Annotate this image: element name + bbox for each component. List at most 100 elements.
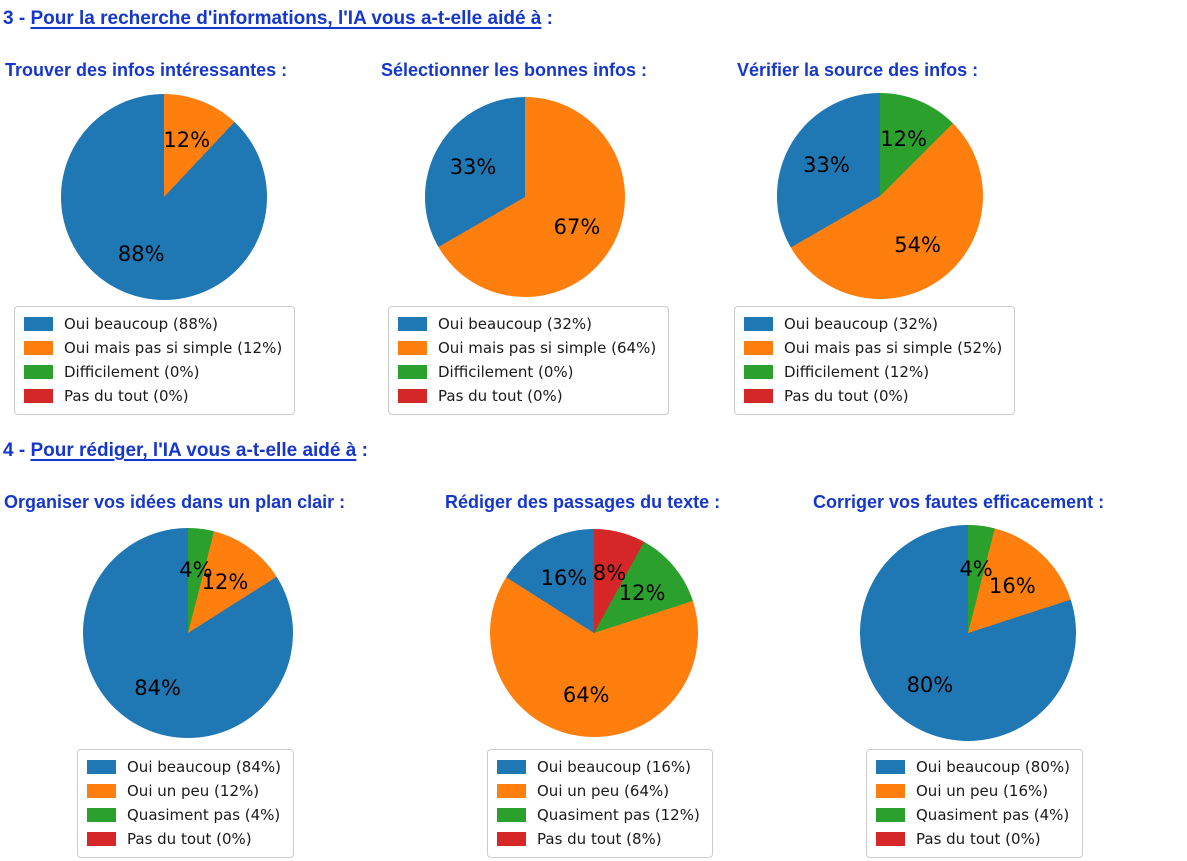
pie-slice-label: 64%: [562, 682, 610, 707]
pie-slice-label: 33%: [803, 153, 850, 178]
legend-swatch: [24, 365, 53, 379]
legend-label: Oui beaucoup (80%): [916, 758, 1070, 776]
legend-label: Oui un peu (12%): [127, 782, 260, 800]
legend-label: Pas du tout (0%): [127, 830, 252, 848]
legend-swatch: [398, 365, 427, 379]
section-3-title-underlined: Pour la recherche d'informations, l'IA v…: [30, 8, 542, 29]
legend-swatch: [497, 832, 526, 846]
legend-item: Oui un peu (64%): [497, 782, 700, 800]
legend-label: Oui un peu (64%): [537, 782, 670, 800]
pie: 8% 12% 64% 16%: [490, 529, 698, 737]
chart-title: Rédiger des passages du texte :: [445, 492, 721, 512]
pie-slice-label: 4%: [959, 556, 993, 581]
section-3-title: 3 - Pour la recherche d'informations, l'…: [3, 8, 553, 30]
legend-item: Oui mais pas si simple (12%): [24, 339, 282, 357]
pie-slice-label: 4%: [179, 558, 213, 583]
pie-slice-label: 33%: [449, 155, 497, 179]
legend-label: Pas du tout (8%): [537, 830, 662, 848]
legend-label: Oui beaucoup (84%): [127, 758, 281, 776]
legend: Oui beaucoup (32%) Oui mais pas si simple…: [388, 306, 670, 415]
legend-swatch: [24, 389, 53, 403]
legend-item: Oui beaucoup (84%): [87, 758, 281, 776]
legend-item: Quasiment pas (4%): [87, 806, 281, 824]
section-4-title-underlined: Pour rédiger, l'IA vous a-t-elle aidé à: [30, 440, 357, 461]
legend-label: Quasiment pas (12%): [537, 806, 700, 824]
legend: Oui beaucoup (80%) Oui un peu (16%) Quasim…: [866, 749, 1083, 858]
legend: Oui beaucoup (32%) Oui mais pas si simple…: [734, 306, 1016, 415]
legend-label: Oui mais pas si simple (52%): [784, 339, 1003, 357]
legend-label: Pas du tout (0%): [64, 387, 189, 405]
legend-swatch: [497, 784, 526, 798]
legend-label: Pas du tout (0%): [916, 830, 1041, 848]
pie-slice-label: 88%: [117, 242, 165, 267]
section-4-title: 4 - Pour rédiger, l'IA vous a-t-elle aid…: [3, 440, 368, 462]
pie: 4% 12% 84%: [83, 528, 293, 738]
legend-swatch: [398, 341, 427, 355]
legend-item: Pas du tout (0%): [87, 830, 281, 848]
legend-item: Oui beaucoup (32%): [744, 315, 1002, 333]
legend-label: Pas du tout (0%): [438, 387, 563, 405]
legend-label: Quasiment pas (4%): [916, 806, 1070, 824]
legend-swatch: [24, 341, 53, 355]
legend-item: Quasiment pas (12%): [497, 806, 700, 824]
pie: 67% 33%: [425, 97, 625, 297]
legend-swatch: [497, 760, 526, 774]
pie-slice-label: 12%: [201, 570, 249, 595]
chart-title: Corriger vos fautes efficacement :: [813, 492, 1105, 512]
legend-label: Oui beaucoup (32%): [784, 315, 938, 333]
legend-label: Oui mais pas si simple (12%): [64, 339, 283, 357]
legend-swatch: [87, 784, 116, 798]
legend-label: Oui beaucoup (32%): [438, 315, 592, 333]
pie-slice-label: 8%: [592, 560, 627, 585]
legend-item: Oui beaucoup (80%): [876, 758, 1070, 776]
legend-swatch: [87, 760, 116, 774]
legend-swatch: [744, 317, 773, 331]
legend-swatch: [744, 389, 773, 403]
chart-title: Vérifier la source des infos :: [737, 60, 979, 80]
pie-slice-label: 12%: [618, 581, 666, 606]
legend-item: Oui beaucoup (32%): [398, 315, 656, 333]
legend-item: Oui mais pas si simple (52%): [744, 339, 1002, 357]
legend-label: Oui un peu (16%): [916, 782, 1049, 800]
pie-slice-label: 16%: [540, 566, 588, 591]
legend-item: Oui mais pas si simple (64%): [398, 339, 656, 357]
legend: Oui beaucoup (16%) Oui un peu (64%) Quasim…: [487, 749, 713, 858]
legend: Oui beaucoup (88%) Oui mais pas si simple…: [14, 306, 296, 415]
legend-item: Oui beaucoup (88%): [24, 315, 282, 333]
legend-swatch: [876, 760, 905, 774]
legend-item: Quasiment pas (4%): [876, 806, 1070, 824]
pie: 12% 54% 33%: [777, 93, 983, 299]
chart-title: Trouver des infos intéressantes :: [5, 60, 288, 80]
legend-swatch: [876, 784, 905, 798]
legend-item: Difficilement (0%): [398, 363, 656, 381]
section-3-title-suffix: :: [541, 8, 553, 29]
pie-slice-label: 54%: [894, 233, 941, 258]
legend-swatch: [744, 365, 773, 379]
legend-item: Difficilement (12%): [744, 363, 1002, 381]
pie-slice-label: 84%: [134, 676, 181, 701]
legend: Oui beaucoup (84%) Oui un peu (12%) Quasim…: [77, 749, 294, 858]
legend-item: Pas du tout (0%): [876, 830, 1070, 848]
pie-slice-label: 16%: [989, 573, 1036, 598]
legend-swatch: [24, 317, 53, 331]
legend-swatch: [87, 808, 116, 822]
legend-label: Oui beaucoup (88%): [64, 315, 218, 333]
legend-item: Difficilement (0%): [24, 363, 282, 381]
section-4-title-suffix: :: [356, 440, 368, 461]
legend-item: Pas du tout (8%): [497, 830, 700, 848]
legend-swatch: [497, 808, 526, 822]
legend-label: Difficilement (12%): [784, 363, 930, 381]
legend-item: Oui un peu (12%): [87, 782, 281, 800]
section-3-title-prefix: 3 -: [3, 8, 31, 29]
legend-label: Difficilement (0%): [64, 363, 200, 381]
section-4-title-prefix: 4 -: [3, 440, 31, 461]
legend-item: Pas du tout (0%): [744, 387, 1002, 405]
legend-swatch: [744, 341, 773, 355]
legend-item: Oui un peu (16%): [876, 782, 1070, 800]
chart-title: Sélectionner les bonnes infos :: [381, 60, 648, 80]
legend-label: Oui mais pas si simple (64%): [438, 339, 657, 357]
legend-item: Pas du tout (0%): [398, 387, 656, 405]
legend-label: Oui beaucoup (16%): [537, 758, 691, 776]
pie: 12% 88%: [61, 94, 267, 300]
chart-title: Organiser vos idées dans un plan clair :: [4, 492, 346, 512]
